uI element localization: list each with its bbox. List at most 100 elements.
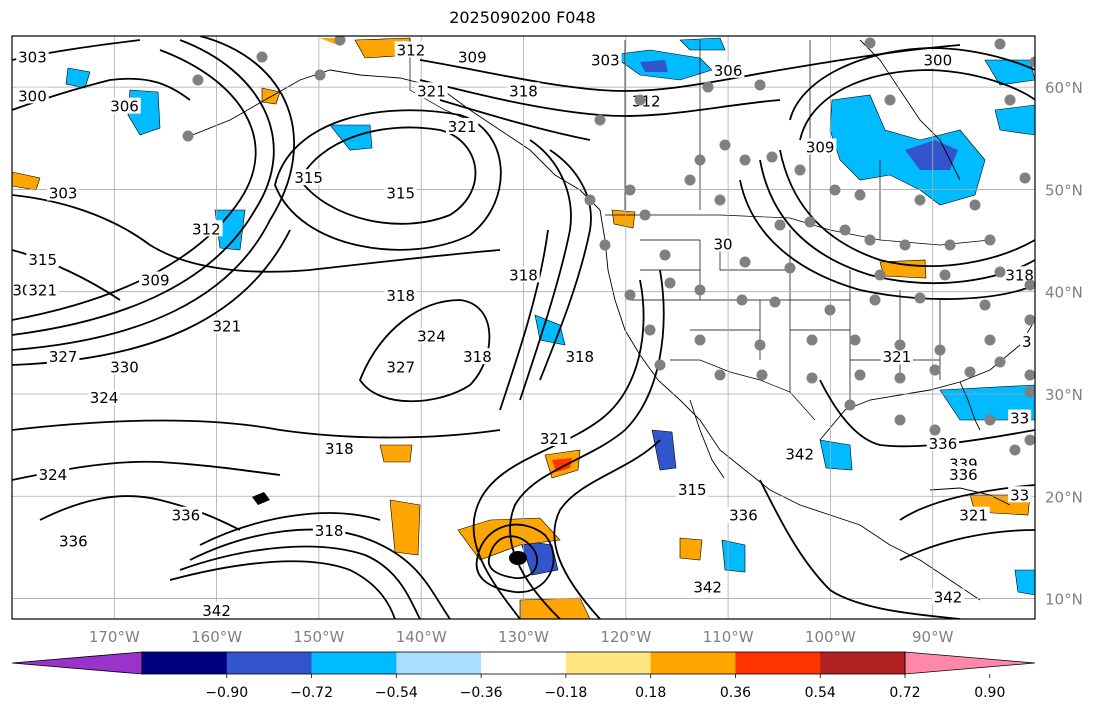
contour-label-bg	[384, 286, 417, 303]
latitude-labels: 60°N 50°N 40°N 30°N 20°N 10°N	[1045, 79, 1083, 608]
contour-label-bg	[783, 445, 816, 462]
small-feature-marker	[252, 492, 270, 505]
longitude-label: 110°W	[703, 628, 754, 646]
shade-blob	[879, 259, 927, 279]
station-dot	[334, 36, 346, 46]
contour-label-bg	[57, 532, 90, 549]
shade-blob	[65, 67, 91, 89]
latitude-label: 60°N	[1045, 79, 1083, 97]
contour-line	[539, 149, 592, 381]
contour-label-bg	[200, 601, 233, 618]
station-dot	[739, 256, 751, 268]
station-dot	[984, 414, 996, 426]
station-dot	[714, 194, 726, 206]
longitude-label: 130°W	[498, 628, 549, 646]
contour-line	[472, 279, 645, 619]
contour-label-bg	[537, 430, 571, 447]
colorbar-tick-label: 0.90	[974, 685, 1005, 701]
contour-label-bg	[957, 506, 990, 523]
station-dot	[894, 414, 906, 426]
station-dot	[884, 94, 896, 106]
contour-label-bg	[292, 169, 325, 186]
coastline-hudson	[859, 39, 961, 181]
contour-label-bg	[169, 506, 203, 523]
colorbar-segment	[735, 652, 821, 674]
latitude-label: 30°N	[1045, 386, 1083, 404]
border-states	[630, 230, 941, 400]
contour-label: 318	[1005, 266, 1034, 284]
contour-label: 315	[678, 481, 707, 499]
contour-line	[789, 47, 1035, 121]
station-dot	[939, 269, 951, 281]
contour-label: 30	[713, 236, 732, 254]
station-dot	[804, 216, 816, 228]
colorbar-segment	[565, 652, 652, 674]
station-dot	[684, 174, 696, 186]
contour-label-bg	[507, 266, 540, 283]
station-dot	[806, 334, 818, 346]
contour-label: 321	[959, 507, 988, 525]
station-dot	[824, 304, 836, 316]
contour-label: 318	[509, 82, 538, 100]
colorbar-tick-label: 0.72	[889, 685, 920, 701]
shade-blob	[679, 37, 726, 51]
station-dot	[854, 369, 866, 381]
contour-label: 306	[110, 98, 139, 116]
contour-line	[12, 39, 275, 336]
contour-label-bg	[1020, 332, 1034, 349]
contour-label-bg	[676, 481, 709, 498]
station-dot	[944, 239, 956, 251]
station-dot	[624, 289, 636, 301]
latitude-label: 50°N	[1045, 181, 1083, 199]
longitude-label: 140°W	[396, 628, 447, 646]
contour-line	[819, 379, 1035, 448]
contour-label: 321	[883, 348, 912, 366]
colorbar-outline	[141, 651, 906, 675]
contour-line	[799, 69, 1035, 141]
contour-line	[899, 529, 1035, 561]
colorbar-segment	[650, 652, 736, 674]
contour-label: 309	[458, 49, 487, 67]
station-dot	[1024, 434, 1035, 446]
map-frame	[11, 35, 1036, 620]
colorbar-tick-label: −0.36	[460, 685, 503, 701]
station-dot	[839, 224, 851, 236]
station-dot	[979, 299, 991, 311]
contour-label: 336	[59, 532, 88, 550]
contour-label: 309	[141, 271, 170, 289]
contour-label-bg	[691, 578, 724, 595]
contour-label: 336	[929, 435, 958, 453]
colorbar-segment	[226, 652, 313, 674]
station-dot	[829, 184, 841, 196]
shade-blob	[819, 439, 853, 471]
station-dots	[182, 36, 1035, 456]
station-dot	[719, 139, 731, 151]
border-canada-interior	[624, 40, 881, 240]
colorbar-min-extend	[11, 651, 143, 675]
contour-line	[487, 535, 539, 579]
contour-label: 312	[192, 220, 221, 238]
contour-label: 318	[315, 522, 344, 540]
contour-label-bg	[456, 48, 489, 65]
contour-label-bg	[445, 118, 479, 135]
contour-label-bg	[921, 51, 955, 68]
shade-blob	[640, 60, 668, 72]
station-dot	[914, 292, 926, 304]
longitude-label: 160°W	[191, 628, 242, 646]
coastline-cuba	[929, 487, 1011, 506]
station-dot	[754, 339, 766, 351]
contour-label-bg	[46, 348, 80, 365]
contour-label: 312	[397, 41, 426, 59]
contour-line	[12, 249, 121, 301]
longitude-label: 150°W	[293, 628, 344, 646]
station-dot	[1029, 56, 1035, 68]
shade-blob	[1014, 569, 1035, 596]
contour-line	[12, 194, 501, 273]
station-dot	[794, 164, 806, 176]
station-dot	[874, 269, 886, 281]
station-dot	[694, 284, 706, 296]
station-dot	[994, 266, 1006, 278]
contour-label: 342	[693, 578, 722, 596]
longitude-label: 170°W	[89, 628, 140, 646]
station-dot	[594, 114, 606, 126]
